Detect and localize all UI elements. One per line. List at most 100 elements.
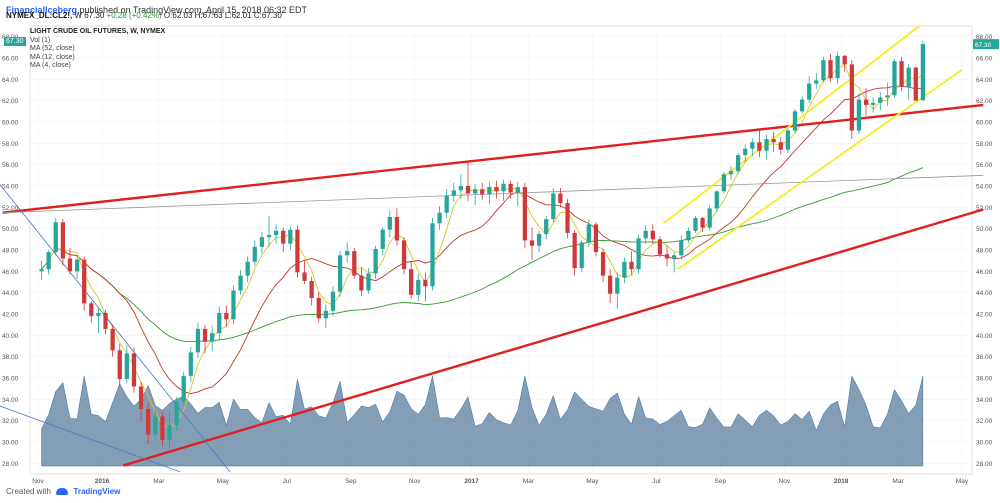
candle-body	[565, 203, 570, 233]
candle-body	[195, 328, 201, 353]
candle	[807, 76, 812, 103]
candle	[217, 306, 222, 340]
candle	[437, 206, 442, 230]
candle	[146, 402, 151, 445]
candle-body	[323, 310, 328, 319]
candle	[721, 172, 727, 194]
candle-body	[437, 212, 442, 224]
candle	[536, 230, 542, 253]
y-tick-label: 36.00	[976, 376, 993, 383]
candle	[138, 382, 144, 421]
candle	[558, 188, 563, 208]
candle-body	[785, 130, 790, 150]
y-tick-label: 28.00	[976, 461, 993, 468]
candle-body	[359, 275, 364, 291]
candle	[366, 268, 371, 294]
x-tick-label: 2018	[834, 478, 849, 485]
candle	[501, 179, 506, 201]
candle-body	[672, 255, 677, 259]
candle-body	[700, 218, 705, 228]
legend-item-ma52[interactable]: MA (52, close)	[30, 45, 75, 53]
candle	[615, 272, 620, 309]
candle-body	[799, 99, 805, 112]
candle	[252, 240, 257, 266]
x-tick-label: Sep	[715, 478, 727, 485]
candle	[885, 82, 890, 106]
open-value: O:62.03	[163, 11, 193, 20]
candle-body	[920, 44, 926, 101]
candle	[231, 285, 236, 325]
candle-body	[146, 408, 151, 435]
candle	[686, 227, 691, 244]
candle	[750, 138, 755, 157]
candle-body	[309, 280, 314, 298]
candle	[778, 136, 783, 154]
legend-item-ma12[interactable]: MA (12, close)	[30, 53, 75, 61]
candle	[131, 347, 137, 393]
y-tick-label: 60.00	[976, 120, 993, 127]
candle	[67, 247, 73, 275]
candle-body	[856, 99, 862, 131]
y-tick-label: 54.00	[2, 184, 19, 191]
tradingview-logo-icon	[56, 488, 69, 496]
candle-body	[131, 353, 137, 387]
legend-item-volume[interactable]: Vol (1)	[30, 36, 51, 44]
x-tick-label: Nov	[409, 478, 421, 485]
candle-body	[892, 61, 897, 96]
y-tick-label: 68.00	[976, 34, 993, 41]
candle-body	[622, 261, 627, 278]
candle	[913, 66, 918, 101]
candle	[608, 269, 613, 304]
candle	[472, 183, 478, 206]
candle-body	[878, 97, 883, 103]
candle-body	[757, 142, 762, 151]
y-tick-label: 58.00	[976, 141, 993, 148]
publish-text: published on TradingView.com, April 15, …	[79, 5, 308, 15]
candle-body	[686, 230, 691, 241]
candle-body	[366, 273, 371, 291]
candle	[387, 210, 392, 238]
candle	[401, 237, 407, 275]
candle-body	[124, 353, 129, 380]
candle	[96, 307, 101, 334]
candle-body	[906, 67, 911, 87]
candle	[757, 130, 762, 158]
candle-body	[337, 255, 343, 292]
candle-body	[281, 230, 286, 244]
candle-body	[842, 55, 847, 65]
candle	[643, 225, 648, 244]
candle-body	[750, 142, 755, 149]
candle	[728, 165, 734, 180]
candle-body	[522, 187, 528, 241]
candle	[856, 93, 862, 134]
author-link[interactable]: FinancialIceberg	[6, 5, 78, 15]
candle-body	[558, 193, 563, 204]
trendlines[interactable]	[0, 25, 984, 473]
candle	[828, 53, 833, 82]
candle-body	[871, 102, 876, 105]
candle	[480, 182, 485, 200]
price-tag-text: 67.30	[975, 42, 992, 49]
candle	[46, 250, 51, 275]
footer: Created with TradingView	[6, 485, 120, 499]
y-tick-label: 28.00	[2, 461, 19, 468]
candle	[323, 304, 328, 328]
symbol[interactable]: NYMEX_DL:CL2!,	[6, 11, 73, 20]
candles[interactable]	[39, 40, 926, 450]
candle	[743, 144, 748, 163]
y-axis: 28.00 28.00 30.00 30.00 32.00 32.00 34.00 34.00…	[2, 34, 999, 468]
candle	[494, 180, 499, 199]
candle	[153, 411, 158, 440]
candle	[266, 215, 272, 247]
candle	[60, 219, 66, 266]
candle	[579, 240, 584, 273]
y-tick-label: 62.00	[2, 98, 19, 105]
legend-item-ma4[interactable]: MA (4, close)	[30, 62, 71, 70]
candle-body	[238, 275, 243, 291]
candle	[82, 256, 87, 311]
candle	[892, 59, 897, 98]
tradingview-link[interactable]: TradingView	[73, 487, 121, 496]
candle-body	[266, 235, 272, 238]
candle-body	[181, 375, 186, 402]
